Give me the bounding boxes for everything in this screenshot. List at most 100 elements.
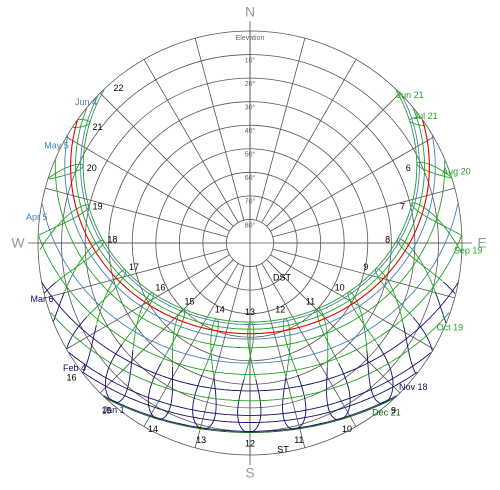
date-curve xyxy=(68,352,432,416)
dst-hour-label: 15 xyxy=(184,297,194,307)
date-label: Nov 18 xyxy=(399,382,428,392)
azimuth-spoke xyxy=(99,259,234,394)
azimuth-spoke xyxy=(266,259,401,394)
dst-hour-label: 10 xyxy=(335,283,345,293)
compass-east: E xyxy=(477,235,486,251)
elevation-title: Elevation xyxy=(236,35,265,42)
dst-hour-label: 20 xyxy=(87,163,97,173)
azimuth-spoke xyxy=(143,263,239,427)
date-curve xyxy=(80,95,420,325)
date-label: Jan 1 xyxy=(103,405,125,415)
azimuth-spoke xyxy=(255,38,306,221)
elevation-label: 10° xyxy=(245,56,256,64)
date-label: Feb 4 xyxy=(63,363,86,373)
azimuth-spoke xyxy=(266,92,401,227)
st-hour-label: 15 xyxy=(102,406,112,416)
azimuth-spoke xyxy=(45,187,228,238)
st-label: ST xyxy=(277,444,289,454)
date-label: May 5 xyxy=(44,140,69,150)
date-curve xyxy=(50,312,450,402)
azimuth-spoke xyxy=(270,136,434,232)
date-label: Aug 20 xyxy=(442,166,471,176)
analemma xyxy=(326,362,351,421)
azimuth-spoke xyxy=(261,59,357,223)
analemma xyxy=(366,343,394,404)
dst-hour-label: 18 xyxy=(107,235,117,245)
elevation-label: 70° xyxy=(245,198,256,206)
dst-hour-label: 7 xyxy=(400,201,405,211)
dst-hour-label: 14 xyxy=(215,305,225,315)
date-curve xyxy=(64,135,436,340)
azimuth-spoke xyxy=(45,248,228,299)
azimuth-spoke xyxy=(261,263,357,427)
sun-curves xyxy=(38,89,462,433)
date-curve xyxy=(38,235,462,375)
date-label: Oct 19 xyxy=(437,323,464,333)
st-hour-label: 16 xyxy=(67,372,77,382)
compass-north: N xyxy=(245,4,255,20)
dst-hour-label: 8 xyxy=(385,235,390,245)
compass-west: W xyxy=(11,235,25,251)
dst-hour-label: 11 xyxy=(306,297,315,307)
current-day-curve xyxy=(70,120,430,335)
azimuth-spoke xyxy=(272,187,455,238)
dst-hour-label: 16 xyxy=(155,283,165,293)
date-curve xyxy=(103,395,397,432)
st-hour-label: 11 xyxy=(294,435,303,445)
azimuth-spoke xyxy=(272,248,455,299)
dst-hour-label: 6 xyxy=(406,163,411,173)
dst-hour-label: 12 xyxy=(275,305,285,315)
date-curve xyxy=(54,160,446,349)
elevation-label: 50° xyxy=(245,151,256,159)
dst-hour-label: 17 xyxy=(129,262,139,272)
date-curve xyxy=(41,203,459,364)
compass-south: S xyxy=(245,465,254,481)
analemma xyxy=(43,281,57,294)
date-curve xyxy=(82,89,418,323)
dst-hour-label: 19 xyxy=(93,201,103,211)
date-label: Sep 19 xyxy=(454,246,483,256)
date-label: Mar 6 xyxy=(31,294,54,304)
date-label: Dec 21 xyxy=(372,408,401,418)
analemma xyxy=(201,318,219,376)
analemma xyxy=(282,318,298,378)
st-hour-label: 10 xyxy=(342,424,352,434)
analemma xyxy=(82,324,97,373)
date-label: Apr 5 xyxy=(26,212,48,222)
azimuth-spoke xyxy=(194,265,245,448)
dst-label: DST xyxy=(273,272,292,282)
elevation-label: 60° xyxy=(245,174,256,182)
date-curve xyxy=(75,108,425,330)
elevation-label: 40° xyxy=(245,127,256,135)
azimuth-spoke xyxy=(66,136,230,232)
azimuth-spoke xyxy=(99,92,234,227)
analemma xyxy=(412,316,433,352)
date-curve xyxy=(82,371,418,423)
date-label: Jul 21 xyxy=(414,111,438,121)
azimuth-spoke xyxy=(143,59,239,223)
date-label: Jun 21 xyxy=(397,90,424,100)
analemma xyxy=(442,281,456,294)
st-hour-label: 14 xyxy=(148,424,158,434)
analemma xyxy=(403,325,417,374)
st-hour-label: 9 xyxy=(391,406,396,416)
azimuth-spoke xyxy=(66,254,230,350)
date-curve xyxy=(105,397,395,433)
azimuth-spoke xyxy=(255,265,306,448)
elevation-label: 20° xyxy=(245,80,256,88)
azimuth-spoke xyxy=(270,254,434,350)
dst-hour-label: 9 xyxy=(363,262,368,272)
labels: N E S W Elevation DST ST 10° 20° 30° 40° 50°… xyxy=(11,4,486,481)
dst-hour-label: 21 xyxy=(92,122,102,132)
analemma xyxy=(237,378,262,433)
dst-hour-label: 13 xyxy=(245,307,255,317)
azimuth-spoke xyxy=(194,38,245,221)
elevation-label: 80° xyxy=(245,221,256,229)
date-label: Jun 4 xyxy=(75,97,97,107)
dst-hour-label: 22 xyxy=(114,83,124,93)
st-hour-label: 13 xyxy=(196,435,206,445)
date-curve xyxy=(41,282,459,392)
analemma xyxy=(411,202,462,252)
